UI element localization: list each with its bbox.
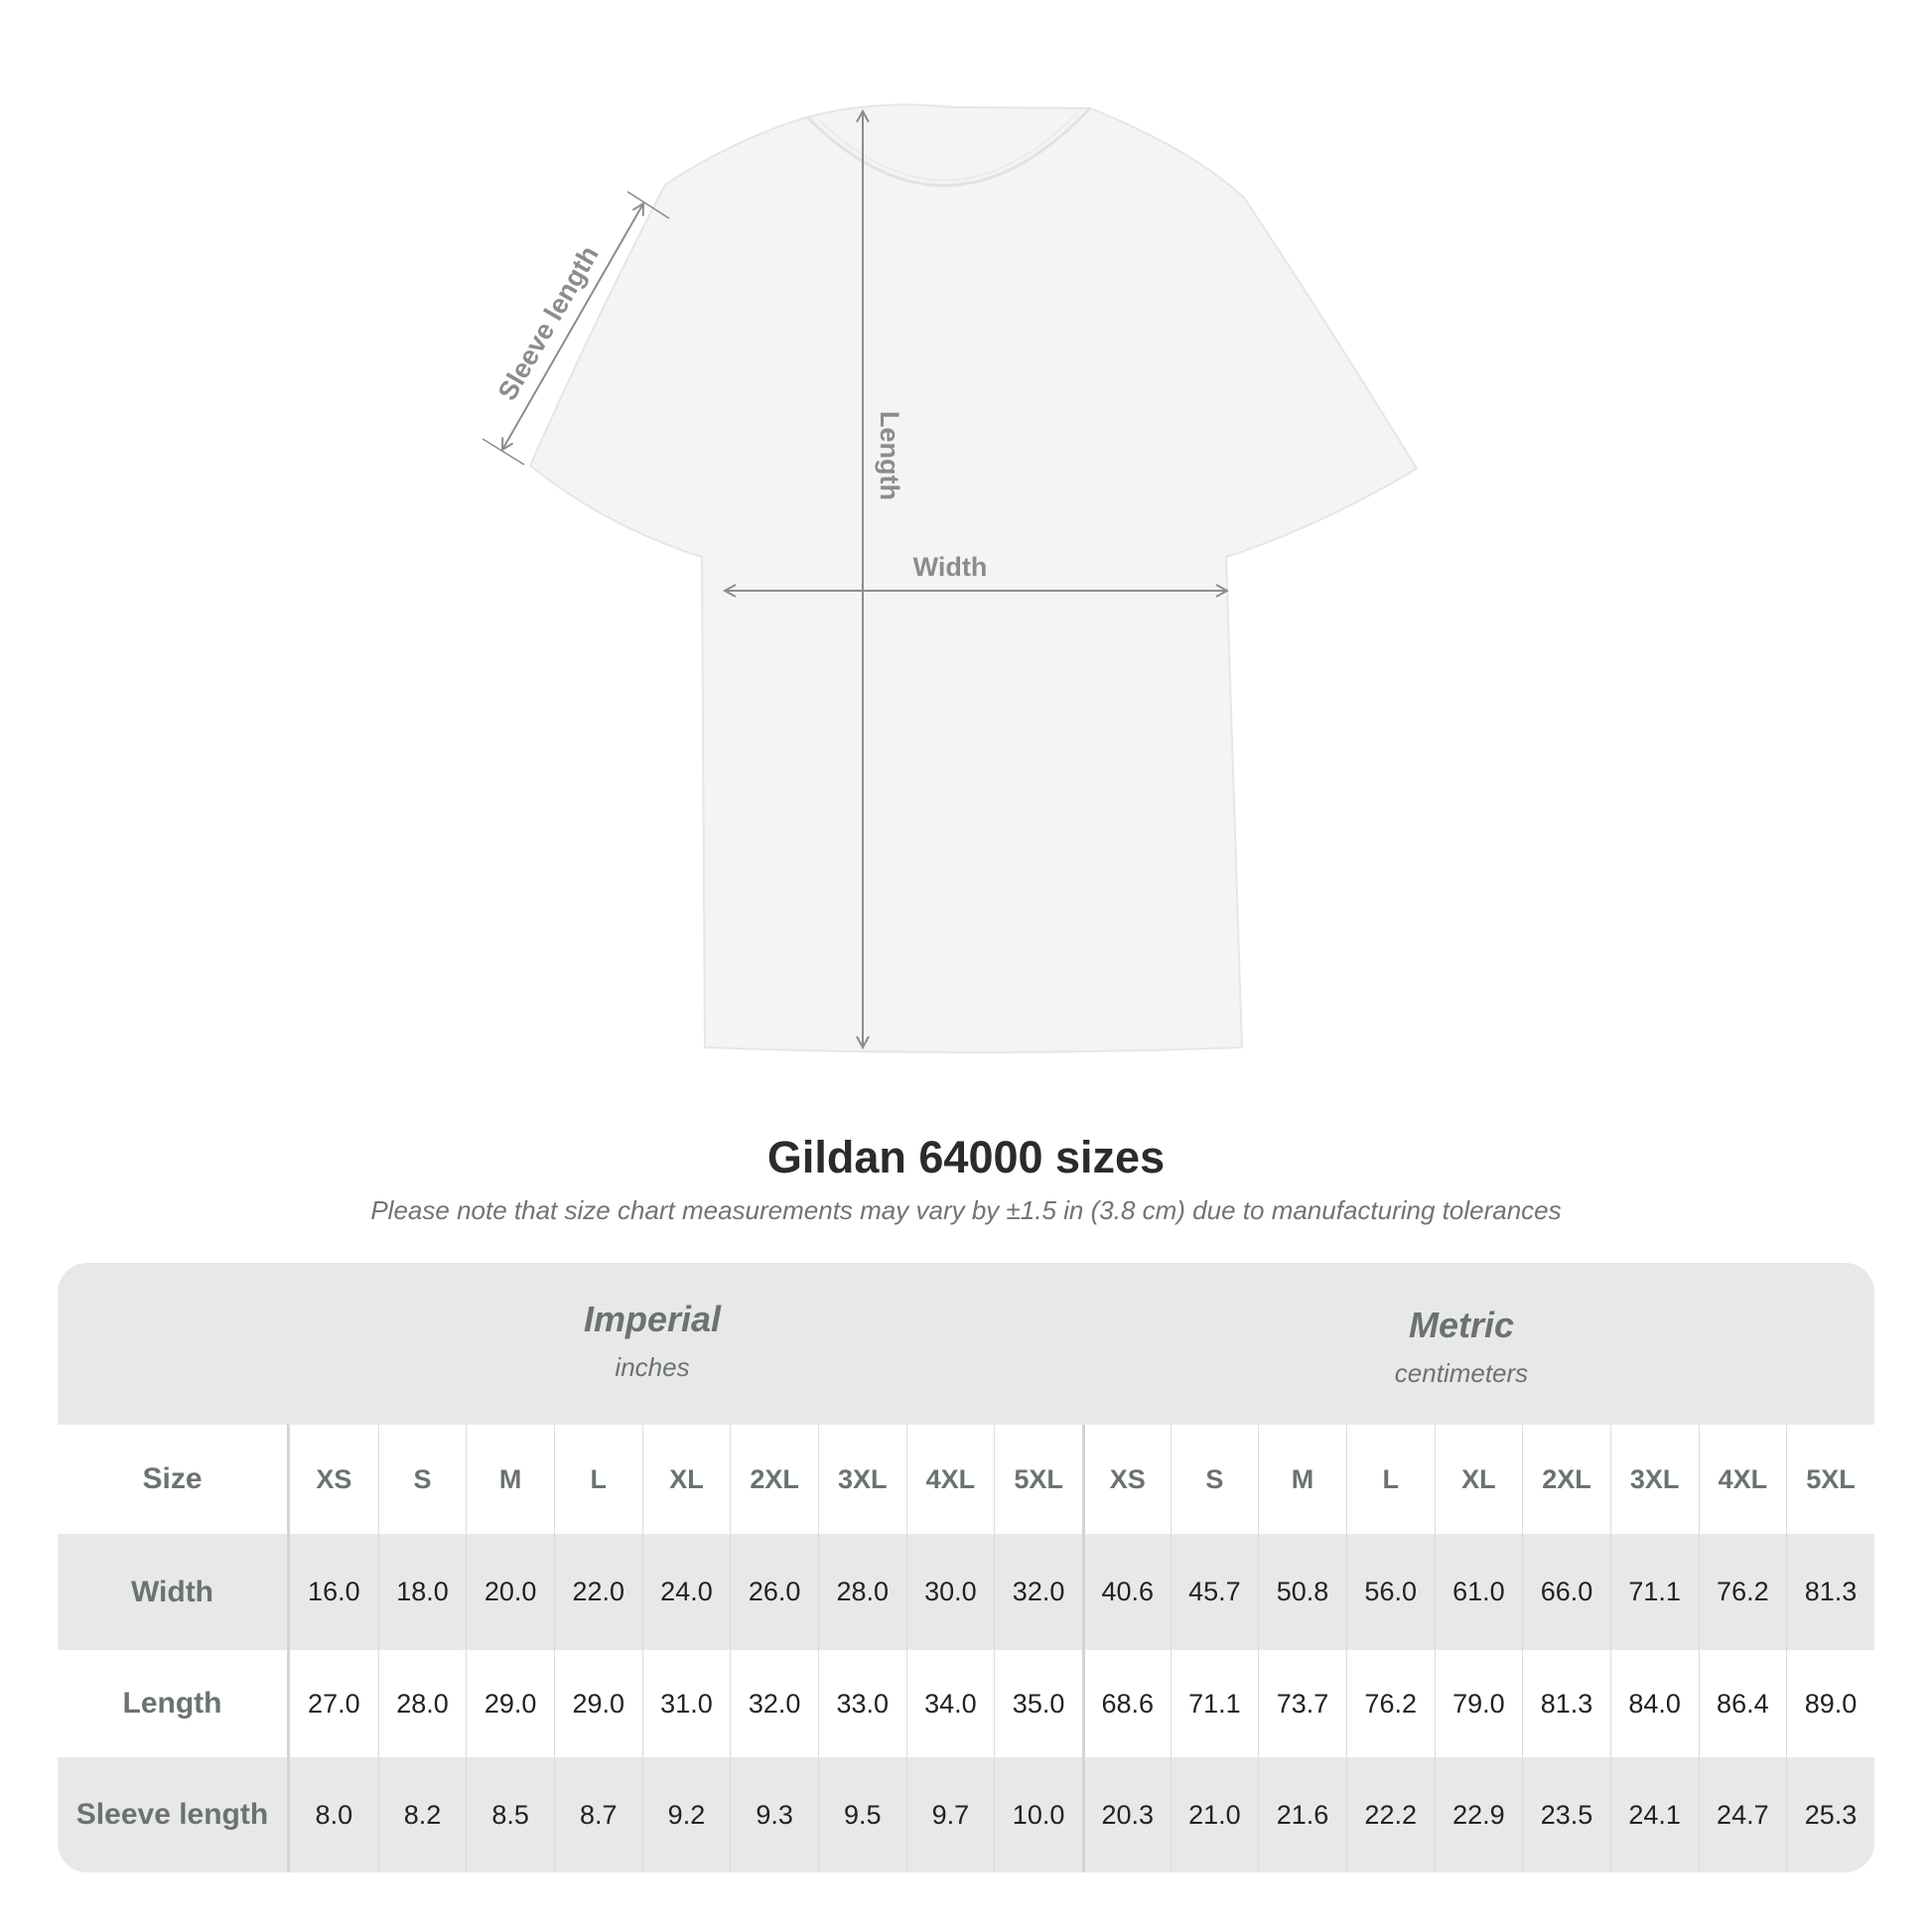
size-header-cell: L (553, 1425, 642, 1534)
size-header-cell: 3XL (1609, 1425, 1699, 1534)
table-cell: 16.0 (308, 1577, 360, 1606)
table-cell: 89.0 (1786, 1650, 1874, 1757)
table-cell: 9.5 (817, 1757, 906, 1872)
table-cell: 20.0 (466, 1534, 554, 1650)
table-cell: 9.3 (730, 1757, 818, 1872)
table-cell: 23.5 (1522, 1757, 1610, 1872)
row-label: Length (58, 1650, 290, 1757)
table-cell: 32.0 (730, 1650, 818, 1757)
table-cell: 26.0 (730, 1534, 818, 1650)
size-row: Size XS S M L XL 2XL 3XL 4XL 5XL XS S M L XL 2XL 3XL 4XL 5… (58, 1425, 1874, 1534)
size-table: Imperial inches Metric centimeters Size X… (58, 1263, 1874, 1872)
table-cell: 25.3 (1786, 1757, 1874, 1872)
table-cell: 24.1 (1609, 1757, 1699, 1872)
size-header-cell: XL (1434, 1425, 1523, 1534)
size-header-cell: 5XL (994, 1425, 1082, 1534)
page-title: Gildan 64000 sizes (766, 1132, 1166, 1182)
width-label: Width (913, 552, 988, 582)
table-cell: 71.1 (1609, 1534, 1699, 1650)
table-cell: 22.2 (1345, 1757, 1435, 1872)
table-cell: 9.2 (641, 1757, 731, 1872)
table-cell: 8.5 (466, 1757, 554, 1872)
table-cell: 22.9 (1434, 1757, 1523, 1872)
size-header-cell: 3XL (817, 1425, 906, 1534)
size-header-cell: 2XL (730, 1425, 818, 1534)
table-cell: 61.0 (1434, 1534, 1523, 1650)
table-cell: 84.0 (1609, 1650, 1699, 1757)
table-cell: 35.0 (994, 1650, 1082, 1757)
table-cell: 32.0 (994, 1534, 1082, 1650)
table-cell: 21.0 (1170, 1757, 1259, 1872)
size-header-cell: S (377, 1425, 467, 1534)
table-cell: 18.0 (377, 1534, 467, 1650)
table-cell: 9.7 (905, 1757, 995, 1872)
table-cell: 40.6 (1081, 1534, 1171, 1650)
table-cell: 31.0 (641, 1650, 731, 1757)
table-cell: 21.6 (1258, 1757, 1346, 1872)
table-cell: 8.0 (315, 1799, 353, 1830)
metric-header: Metric centimeters (1394, 1305, 1529, 1388)
table-cell: 86.4 (1698, 1650, 1787, 1757)
size-header-cell: L (1345, 1425, 1435, 1534)
table-cell: 81.3 (1786, 1534, 1874, 1650)
table-cell: 66.0 (1522, 1534, 1610, 1650)
table-cell: 29.0 (553, 1650, 642, 1757)
size-header-cell: 4XL (1698, 1425, 1787, 1534)
table-cell: 68.6 (1081, 1650, 1171, 1757)
table-cell: 24.0 (641, 1534, 731, 1650)
size-header-cell: S (1170, 1425, 1259, 1534)
table-cell: 28.0 (817, 1534, 906, 1650)
tshirt-diagram: Width Length Sleeve length (482, 103, 1419, 1053)
size-header-cell: 4XL (905, 1425, 995, 1534)
size-header-cell: XL (641, 1425, 731, 1534)
table-cell: 28.0 (377, 1650, 467, 1757)
table-cell: 10.0 (994, 1757, 1082, 1872)
imperial-header: Imperial inches (583, 1299, 722, 1382)
table-cell: 50.8 (1258, 1534, 1346, 1650)
table-cell: 81.3 (1522, 1650, 1610, 1757)
sleeve-arrow (502, 204, 643, 450)
row-label: Width (58, 1534, 290, 1650)
size-header-cell: 2XL (1522, 1425, 1610, 1534)
table-cell: 56.0 (1345, 1534, 1435, 1650)
size-header-cell: XS (316, 1463, 352, 1494)
table-cell: 71.1 (1170, 1650, 1259, 1757)
table-cell: 24.7 (1698, 1757, 1787, 1872)
table-cell: 45.7 (1170, 1534, 1259, 1650)
table-row: Width 16.0 18.0 20.0 22.0 24.0 26.0 28.0 30.0 32.… (58, 1534, 1874, 1650)
table-cell: 76.2 (1698, 1534, 1787, 1650)
table-cell: 73.7 (1258, 1650, 1346, 1757)
unit-header: Imperial inches Metric centimeters (58, 1263, 1874, 1425)
size-header-cell: 5XL (1786, 1425, 1874, 1534)
row-label: Size (58, 1425, 290, 1534)
table-cell: 34.0 (905, 1650, 995, 1757)
table-cell: 33.0 (817, 1650, 906, 1757)
table-cell: 29.0 (466, 1650, 554, 1757)
tolerance-note: Please note that size chart measurements… (370, 1195, 1562, 1225)
length-label: Length (875, 411, 904, 500)
size-header-cell: M (1258, 1425, 1346, 1534)
size-header-cell: M (466, 1425, 554, 1534)
table-row: Sleeve length 8.0 8.2 8.5 8.7 9.2 9.3 9.5 9.7 10.… (58, 1757, 1874, 1872)
table-cell: 30.0 (905, 1534, 995, 1650)
table-row: Length 27.0 28.0 29.0 29.0 31.0 32.0 33.0 34.0 35… (58, 1650, 1874, 1757)
table-cell: 22.0 (553, 1534, 642, 1650)
table-cell: 8.7 (553, 1757, 642, 1872)
table-cell: 8.2 (377, 1757, 467, 1872)
table-cell: 20.3 (1081, 1757, 1171, 1872)
size-header-cell: XS (1081, 1425, 1171, 1534)
table-cell: 27.0 (308, 1688, 360, 1719)
table-cell: 79.0 (1434, 1650, 1523, 1757)
table-cell: 76.2 (1345, 1650, 1435, 1757)
row-label: Sleeve length (58, 1757, 290, 1872)
